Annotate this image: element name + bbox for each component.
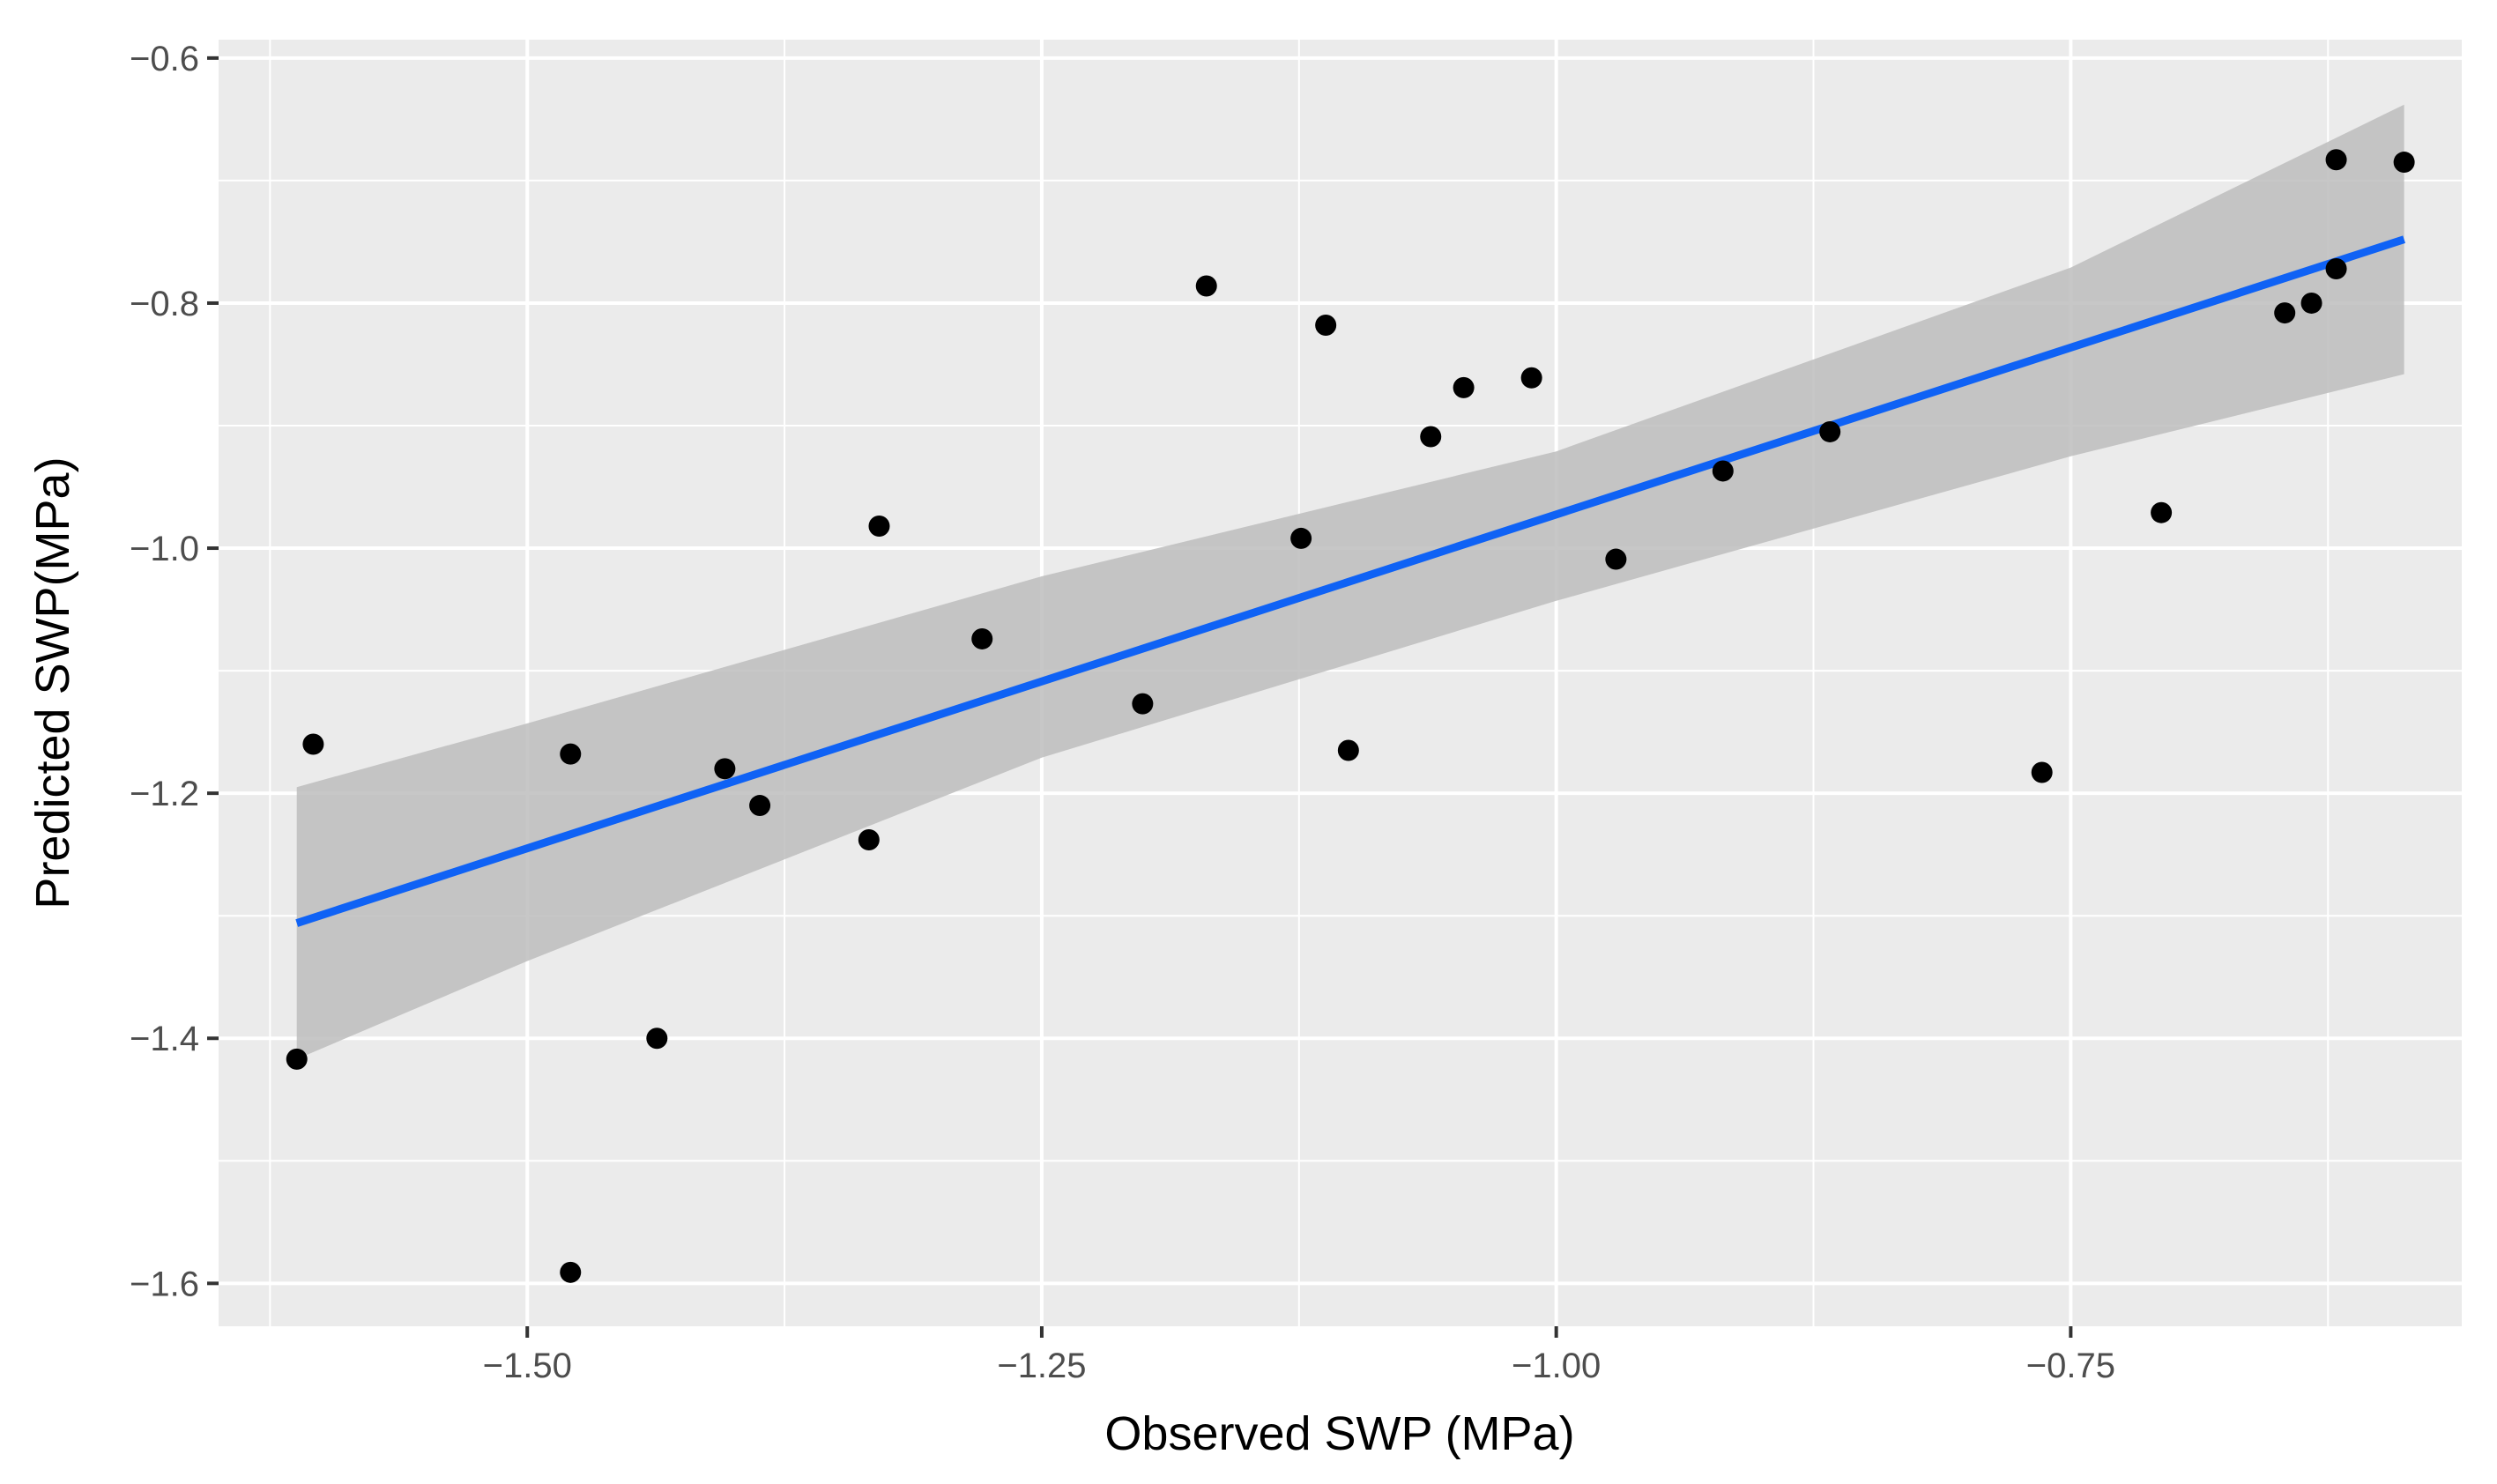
data-point: [868, 516, 890, 538]
y-tick-label: −1.0: [130, 530, 199, 568]
data-point: [749, 795, 771, 817]
data-point: [302, 733, 324, 755]
data-point: [1420, 426, 1442, 448]
data-point: [858, 828, 880, 850]
data-point: [1337, 739, 1359, 761]
fit-line-layer: [295, 235, 2406, 927]
data-point: [646, 1028, 668, 1050]
data-point: [1195, 275, 1217, 297]
data-point: [1453, 376, 1475, 398]
y-tick-label: −1.4: [130, 1020, 199, 1058]
data-point: [2300, 292, 2322, 314]
data-point: [560, 1261, 582, 1283]
fit-line: [295, 235, 2406, 927]
x-tick-label: −1.25: [997, 1347, 1086, 1385]
data-point: [1315, 314, 1337, 336]
data-point: [971, 627, 993, 649]
data-point: [2325, 258, 2347, 280]
data-point: [286, 1048, 308, 1070]
y-tick-label: −1.2: [130, 775, 199, 813]
data-point: [1132, 693, 1154, 715]
data-point: [2274, 302, 2296, 324]
points-layer: [286, 149, 2415, 1283]
data-point: [1520, 367, 1542, 389]
data-point: [2325, 149, 2347, 171]
data-point: [2031, 761, 2053, 783]
y-tick-label: −0.6: [130, 40, 199, 78]
y-axis: −0.6 −0.8 −1.0 −1.2 −1.4 −1.6: [130, 40, 219, 1303]
data-point: [1819, 420, 1841, 442]
x-tick-label: −1.00: [1512, 1347, 1601, 1385]
data-point: [1605, 548, 1627, 570]
y-axis-title: Predicted SWP(MPa): [26, 456, 79, 909]
data-point: [560, 743, 582, 765]
y-tick-label: −1.6: [130, 1265, 199, 1303]
data-point: [2393, 152, 2415, 174]
data-point: [714, 758, 736, 780]
x-axis: −1.50 −1.25 −1.00 −0.75: [483, 1326, 2115, 1385]
x-axis-title: Observed SWP (MPa): [1104, 1407, 1574, 1460]
data-point: [1290, 527, 1312, 549]
data-point: [2151, 501, 2173, 523]
data-point: [1712, 460, 1734, 482]
x-tick-label: −0.75: [2026, 1347, 2115, 1385]
plot-panel: [219, 40, 2462, 1326]
y-tick-label: −0.8: [130, 285, 199, 323]
x-tick-label: −1.50: [483, 1347, 572, 1385]
